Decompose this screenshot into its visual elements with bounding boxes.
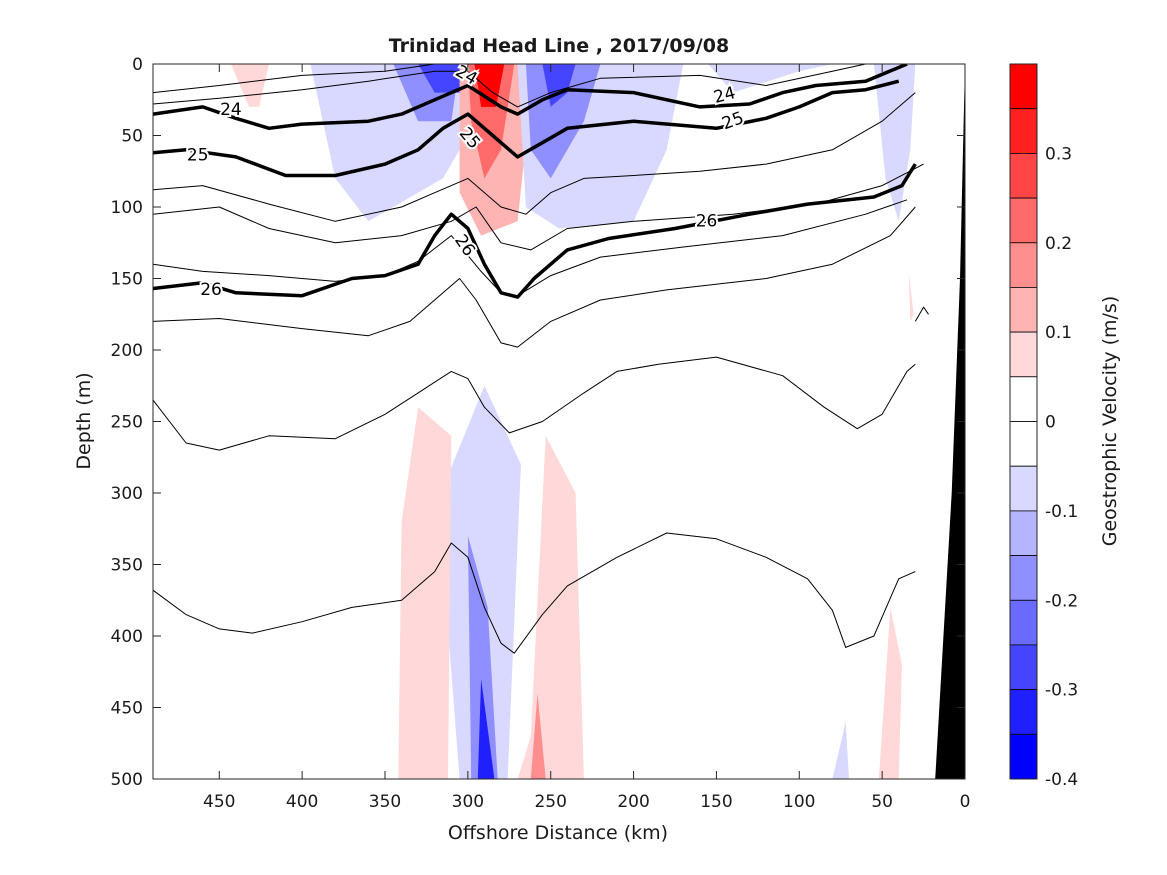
colorbar-tick-label: -0.1	[1045, 502, 1078, 522]
contour-label: 25	[719, 108, 746, 134]
isopycnal-bold	[153, 79, 900, 178]
velocity-patch	[908, 271, 914, 322]
isopycnal	[153, 64, 866, 108]
colorbar-swatch	[1009, 63, 1038, 110]
velocity-patch	[398, 407, 452, 779]
contour-label: 26	[200, 280, 222, 300]
x-tick-label: 450	[203, 792, 235, 812]
x-tick-label: 100	[783, 792, 815, 812]
colorbar-swatch	[1009, 599, 1038, 646]
colorbar-tick-label: 0.1	[1045, 323, 1072, 343]
isopycnal-bold	[153, 64, 908, 131]
contour-label: 26	[696, 211, 718, 231]
y-tick-label: 350	[111, 556, 143, 576]
x-tick-label: 400	[286, 792, 318, 812]
colorbar-tick-label: -0.2	[1045, 591, 1078, 611]
x-tick-label: 0	[960, 792, 971, 812]
x-axis-label: Offshore Distance (km)	[448, 822, 668, 844]
velocity-patch	[832, 721, 849, 779]
isopycnal	[153, 356, 916, 451]
x-axis: 450 400 350 300 250 200 150 100 50 0	[203, 64, 970, 812]
colorbar-tick-label: -0.3	[1045, 681, 1078, 701]
y-axis: 0 50 100 150 200 250 300 350 400 450 500	[111, 55, 965, 790]
bathymetry-slope	[918, 64, 965, 779]
colorbar-swatch	[1009, 286, 1038, 333]
colorbar-frame	[1009, 63, 1038, 780]
x-tick-label: 200	[617, 792, 649, 812]
y-tick-label: 100	[111, 198, 143, 218]
y-tick-label: 500	[111, 770, 143, 790]
y-tick-label: 450	[111, 699, 143, 719]
y-tick-label: 300	[111, 484, 143, 504]
isopycnal	[153, 92, 916, 222]
velocity-patch	[477, 678, 495, 779]
isopycnal-contours	[153, 64, 929, 654]
x-tick-label: 250	[534, 792, 566, 812]
y-tick-label: 150	[111, 270, 143, 290]
colorbar-swatch	[1009, 152, 1038, 199]
x-tick-label: 300	[452, 792, 484, 812]
y-tick-label: 250	[111, 413, 143, 433]
contour-label: 24	[220, 100, 242, 120]
colorbar-swatch	[1009, 733, 1038, 780]
velocity-patch	[878, 607, 902, 779]
isopycnal	[153, 532, 916, 654]
y-tick-label: 400	[111, 627, 143, 647]
velocity-patch	[517, 435, 584, 779]
colorbar-swatch	[1009, 555, 1038, 601]
y-tick-label: 200	[111, 341, 143, 361]
colorbar-swatch	[1009, 242, 1038, 288]
colorbar-swatch	[1009, 644, 1038, 691]
colorbar-swatch	[1009, 331, 1038, 378]
velocity-patch	[467, 535, 498, 779]
colorbar-swatch	[1009, 465, 1038, 512]
colorbar-tick-label: 0	[1045, 413, 1056, 433]
velocity-field	[230, 64, 916, 779]
bathymetry	[918, 64, 965, 779]
velocity-patch	[230, 64, 269, 107]
colorbar-tick-label: -0.4	[1045, 770, 1078, 790]
y-axis-label: Depth (m)	[73, 372, 95, 469]
colorbar-tick-label: 0.2	[1045, 234, 1072, 254]
velocity-patch	[530, 693, 546, 779]
colorbar-swatch	[1009, 689, 1038, 735]
velocity-patch	[525, 64, 601, 179]
x-tick-label: 50	[871, 792, 893, 812]
colorbar-swatch	[1009, 197, 1038, 244]
contour-label: 25	[187, 146, 209, 166]
x-tick-label: 350	[369, 792, 401, 812]
colorbar-tick-label: 0.3	[1045, 144, 1072, 164]
isopycnal	[914, 306, 929, 322]
colorbar-swatch	[1009, 421, 1038, 467]
colorbar-label: Geostrophic Velocity (m/s)	[1099, 296, 1121, 546]
contour-label: 26	[450, 231, 479, 260]
colorbar-swatch	[1009, 108, 1038, 154]
isopycnal	[153, 64, 435, 94]
isopycnal	[153, 206, 916, 348]
y-tick-label: 0	[132, 55, 143, 75]
x-tick-label: 150	[700, 792, 732, 812]
chart-title: Trinidad Head Line , 2017/09/08	[389, 35, 729, 57]
isopycnal	[153, 199, 908, 297]
velocity-patch	[708, 64, 833, 93]
colorbar-swatch	[1009, 376, 1038, 422]
isopycnal-bold	[153, 163, 917, 299]
colorbar-swatch	[1009, 510, 1038, 556]
y-tick-label: 50	[121, 127, 143, 147]
colorbar: 0.3 0.2 0.1 0 -0.1 -0.2 -0.3 -0.4	[1009, 63, 1078, 790]
